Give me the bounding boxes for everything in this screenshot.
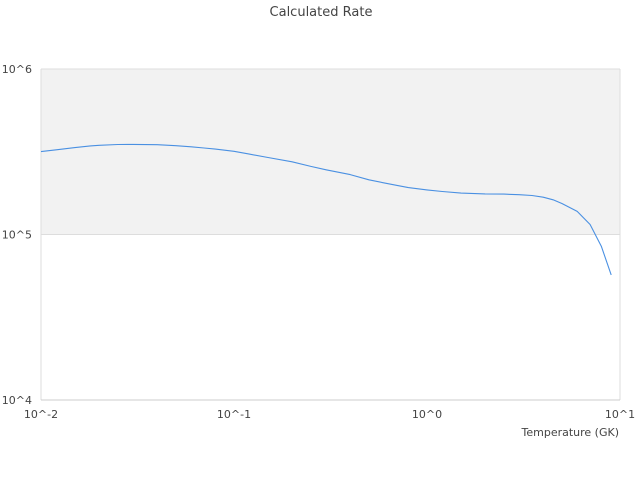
chart-title: Calculated Rate — [270, 5, 373, 20]
tick-label-layer: 10^-2 10^-1 10^0 10^1 10^4 10^5 10^6 — [2, 63, 635, 421]
shaded-band — [41, 69, 620, 235]
series-line — [40, 143, 612, 276]
x-axis-label: Temperature (GK) — [521, 426, 620, 439]
x-tick-label: 10^-2 — [24, 408, 58, 421]
x-tick-label: 10^-1 — [217, 408, 251, 421]
x-tick-label: 10^0 — [412, 408, 442, 421]
y-tick-label: 10^5 — [2, 229, 32, 242]
shaded-band-layer — [41, 69, 620, 235]
x-tick-label: 10^1 — [605, 408, 635, 421]
y-tick-label: 10^4 — [2, 394, 32, 407]
plot-frame-layer — [40, 69, 621, 401]
series-layer — [40, 143, 612, 276]
y-tick-label: 10^6 — [2, 63, 32, 76]
